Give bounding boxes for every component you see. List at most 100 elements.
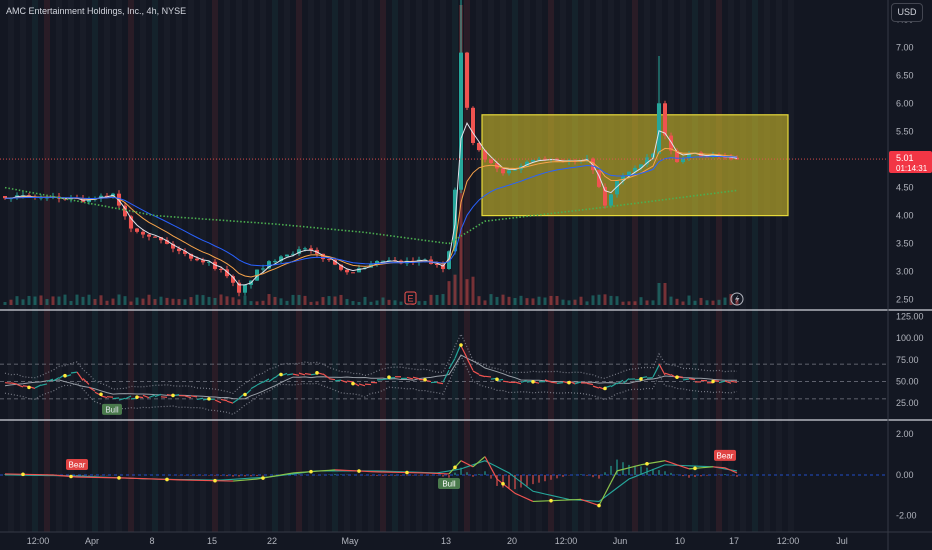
bar-countdown: 01:14:31 (896, 164, 928, 173)
macd-line-segment (664, 460, 672, 464)
oscillator-signal-dot (27, 385, 31, 390)
oscillator-line-segment (574, 381, 582, 385)
oscillator-line-segment (652, 364, 660, 378)
lightning-icon[interactable] (730, 292, 744, 306)
volume-bar (609, 295, 613, 305)
macd-axis-tick: -2.00 (896, 511, 917, 521)
oscillator-panel[interactable]: Bull (0, 332, 888, 415)
candle-body (141, 231, 145, 235)
candle-body (669, 135, 673, 151)
volume-bar (117, 294, 121, 305)
macd-signal-dot (501, 481, 505, 486)
time-axis-tick: 12:00 (27, 536, 50, 546)
volume-bar (495, 296, 499, 305)
oscillator-line-segment (412, 376, 420, 380)
time-axis[interactable]: 12:00 Apr 8 15 22 May 13 20 12:00 Jun 10 17 12:00 Jul (27, 536, 848, 546)
volume-bar (249, 301, 253, 305)
macd-line-segment (238, 479, 246, 482)
oscillator-line-segment (10, 382, 18, 385)
volume-bar (693, 300, 697, 305)
volume-bar (513, 298, 517, 305)
candle-body (735, 157, 739, 160)
volume-bar (477, 296, 481, 305)
candle-body (663, 103, 667, 136)
candle-body (513, 169, 517, 171)
macd-line-segment (460, 460, 468, 465)
macd-line-segment (580, 498, 588, 503)
macd-line-segment (634, 464, 642, 467)
oscillator-line-segment (460, 345, 468, 359)
candle-body (177, 248, 181, 252)
oscillator-signal-dot (387, 375, 391, 379)
oscillator-line-segment (616, 379, 624, 385)
earnings-marker[interactable]: E (404, 291, 417, 305)
macd-line-segment (586, 500, 594, 505)
macd-line-segment (616, 468, 624, 472)
candle-body (339, 264, 343, 270)
volume-bar (699, 297, 703, 305)
macd-line-segment (676, 464, 684, 468)
time-axis-tick: Jun (613, 536, 628, 546)
oscillator-line-segment (334, 379, 342, 382)
label-tag-bg (102, 403, 122, 415)
macd-bear-label[interactable]: Bear (714, 449, 736, 461)
macd-panel[interactable]: Bear Bull Bear (0, 449, 888, 508)
oscillator-axis-tick: 100.00 (896, 333, 924, 343)
session-stripe (776, 0, 782, 532)
oscillator-signal-dot (135, 395, 139, 399)
oscillator-line-segment (478, 374, 486, 378)
volume-bar (309, 301, 313, 305)
volume-bar (243, 295, 247, 305)
volume-bar (663, 283, 667, 305)
candle-body (123, 205, 127, 217)
volume-bar (327, 296, 331, 305)
label-tag-text: Bull (105, 405, 119, 414)
time-axis-tick: Apr (85, 536, 99, 546)
label-tag-bg (714, 449, 736, 461)
consolidation-box[interactable] (481, 114, 789, 217)
candle-body (105, 195, 109, 197)
volume-bar (321, 297, 325, 305)
volume-bar (723, 297, 727, 305)
oscillator-line-segment (82, 378, 90, 385)
time-axis-tick: 10 (675, 536, 685, 546)
volume-bar (207, 296, 211, 305)
time-axis-tick: 17 (729, 536, 739, 546)
candle-body (129, 216, 133, 229)
volume-bar (159, 296, 163, 305)
earnings-marker-label: E (407, 294, 413, 304)
volume-bar (219, 294, 223, 305)
candle-body (603, 186, 607, 206)
volume-bar (129, 301, 133, 305)
candle-body (441, 264, 445, 269)
candle-body (297, 249, 301, 254)
candle-body (483, 150, 487, 160)
oscillator-signal-dot (279, 372, 283, 377)
oscillator-line-segment (514, 381, 522, 385)
macd-line-segment (250, 478, 258, 481)
volume-bar (315, 301, 319, 305)
price-panel[interactable]: E (0, 0, 888, 306)
oscillator-line-segment (658, 363, 666, 376)
currency-button[interactable]: USD (891, 3, 923, 22)
session-stripe (272, 0, 278, 532)
macd-bull-label[interactable]: Bull (438, 477, 460, 489)
oscillator-line-segment (154, 393, 162, 398)
macd-bear-label[interactable]: Bear (66, 459, 88, 470)
session-stripe (8, 0, 14, 532)
oscillator-line-segment (262, 378, 270, 383)
oscillator-bull-label[interactable]: Bull (102, 403, 122, 415)
macd-signal-dot (309, 469, 313, 474)
session-stripe (56, 0, 62, 532)
session-stripe (752, 0, 758, 532)
oscillator-line-segment (322, 373, 330, 379)
macd-line-segment (232, 479, 240, 482)
session-stripe (620, 0, 626, 532)
macd-line-segment (244, 478, 252, 481)
macd-line-segment (724, 467, 732, 471)
volume-bar (225, 296, 229, 305)
volume-bar (585, 301, 589, 305)
session-stripe (572, 0, 578, 532)
